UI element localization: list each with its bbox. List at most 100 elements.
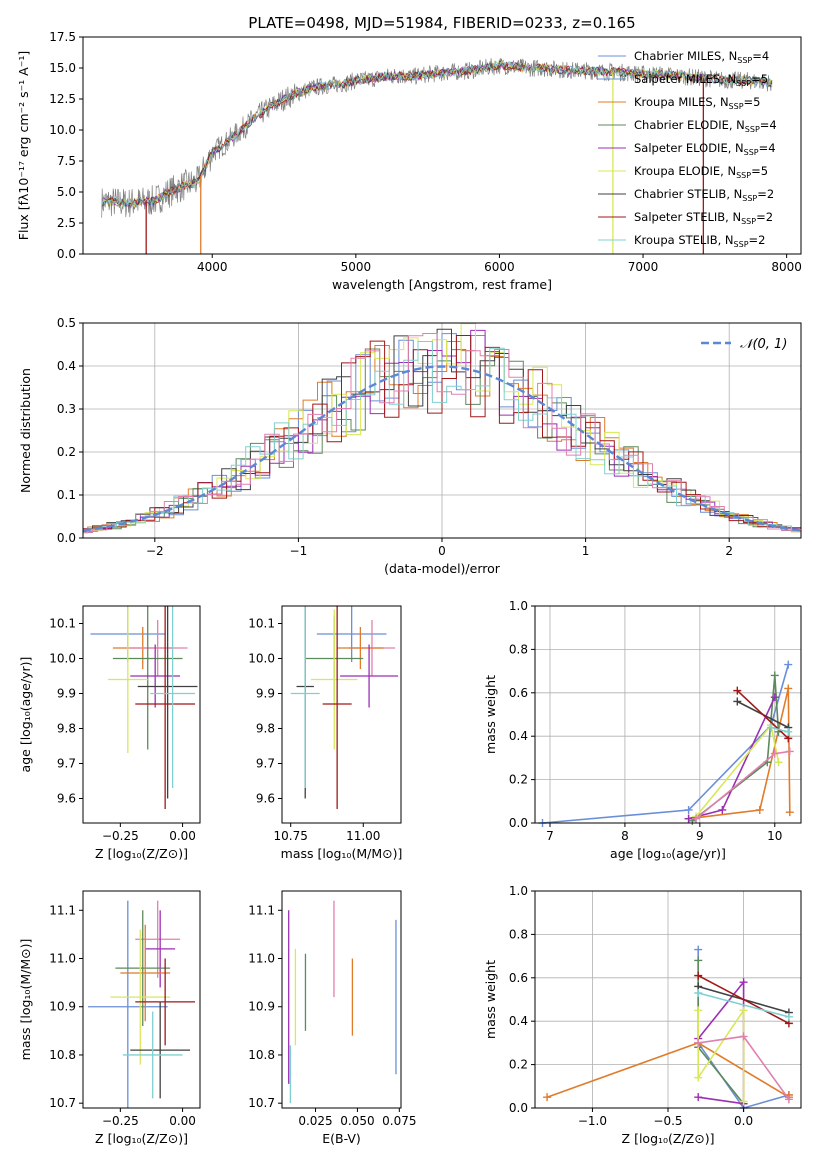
mass-weight-series [691,675,780,822]
axes-frame [82,605,201,824]
data-point [784,660,793,669]
x-axis-label: (data-model)/error [384,561,501,576]
data-point [694,971,703,980]
mass-weight-series [697,974,790,1025]
x-axis-label: Z [log₁₀(Z/Z⊙)] [95,1131,188,1146]
errorbars [290,606,399,809]
axes-frame [534,605,802,824]
data-point [692,814,701,823]
data-point [774,758,783,767]
legend-entry: Chabrier ELODIE, NSSP=4 [634,118,777,134]
model-spectrum [101,60,773,209]
data-point [718,805,727,814]
x-axis-label: mass [log₁₀(M/M⊙)] [281,846,403,861]
y-tick-label: 11.0 [49,952,76,966]
x-tick-label: 11.00 [346,829,380,843]
x-tick-label: 7 [546,829,554,843]
axes-frame [281,890,402,1109]
y-tick-label: 9.6 [57,792,76,806]
mass-weight-series [695,723,780,818]
data-point [785,808,794,817]
x-tick-label: −0.5 [653,1114,682,1128]
y-tick-label: 10.0 [49,123,76,137]
data-point [739,978,748,987]
y-tick-label: 10.8 [248,1048,275,1062]
data-point [694,988,703,997]
y-tick-label: 10.9 [248,1000,275,1014]
mass-weight-series [542,664,790,824]
x-tick-label: 0.0 [734,1114,753,1128]
mass-weight-series [688,688,791,820]
data-point [785,747,794,756]
mass-weight-series [695,750,790,820]
y-tick-label: 0.6 [509,971,528,985]
y-tick-label: 10.7 [49,1096,76,1110]
x-tick-label: 2 [725,544,733,558]
y-tick-label: 5.0 [57,185,76,199]
x-tick-label: −0.25 [102,1114,139,1128]
x-tick-label: 0.050 [340,1114,374,1128]
legend-entry: Kroupa STELIB, NSSP=2 [634,233,765,249]
data-point [694,945,703,954]
spectrum-panel: 4000 5000 6000 7000 8000 0.0 2.5 5.0 7.5 10.0 12.5… [16,14,802,292]
data-point [767,723,776,732]
y-tick-label: 0.2 [509,773,528,787]
y-tick-label: 10.7 [248,1096,275,1110]
x-axis-label: Z [log₁₀(Z/Z⊙)] [622,1131,715,1146]
y-tick-label: 10.0 [248,652,275,666]
y-tick-label: 2.5 [57,216,76,230]
y-tick-label: 10.9 [49,1000,76,1014]
histogram-series [83,333,801,533]
data-point [784,1095,793,1104]
data-point [739,1032,748,1041]
x-tick-label: −1.0 [578,1114,607,1128]
data-point [770,693,779,702]
data-point [543,1093,552,1102]
y-tick-label: 9.9 [256,687,275,701]
data-point [784,1012,793,1021]
histogram-series [83,328,801,533]
axes-frame [82,36,802,255]
x-tick-label: −2 [146,544,164,558]
histograms [83,323,801,534]
data-point [694,956,703,965]
y-tick-label: 9.6 [256,792,275,806]
x-tick-label: 0.00 [169,1114,196,1128]
mass-weight-series [736,690,789,739]
x-tick-label: 0.025 [298,1114,332,1128]
x-axis-label: E(B-V) [322,1131,361,1146]
data-point [784,684,793,693]
x-tick-label: −0.25 [102,829,139,843]
data-point [739,1097,748,1106]
data-point [770,749,779,758]
y-tick-label: 9.7 [57,757,76,771]
y-axis-label: mass weight [483,675,498,754]
errorbars [288,900,397,1104]
x-tick-label: 0 [438,544,446,558]
mass-weight-series [697,960,745,1105]
y-tick-label: 0.4 [509,729,528,743]
y-tick-label: 10.1 [248,617,275,631]
data-point [739,1006,748,1015]
y-tick-label: 0.6 [509,686,528,700]
x-tick-label: 10 [767,829,782,843]
errorbars [90,606,198,809]
x-tick-label: 8000 [771,260,802,274]
axes-frame [82,890,201,1109]
y-axis-label: mass [log₁₀(M/M⊙)] [18,939,33,1061]
data-point [770,671,779,680]
y-tick-label: 1.0 [509,884,528,898]
data-point [684,805,693,814]
errorbar-panel: 0.025 0.050 0.075 10.7 10.8 10.9 11.0 11.1 E(B-V… [248,890,417,1146]
x-tick-label: 0.00 [169,829,196,843]
y-tick-label: 10.0 [49,652,76,666]
y-tick-label: 11.0 [248,952,275,966]
x-tick-label: 5000 [341,260,372,274]
mass-weight-panel: 7 8 9 10 0.0 0.2 0.4 0.6 0.8 1.0 age [log₁₀(age/yr… [483,599,802,861]
y-tick-label: 0.4 [509,1014,528,1028]
data-point [694,1038,703,1047]
legend-entry: Chabrier MILES, NSSP=4 [634,49,769,65]
histogram-series [83,335,801,534]
x-tick-label: 8 [621,829,629,843]
y-tick-label: 0.0 [57,247,76,261]
